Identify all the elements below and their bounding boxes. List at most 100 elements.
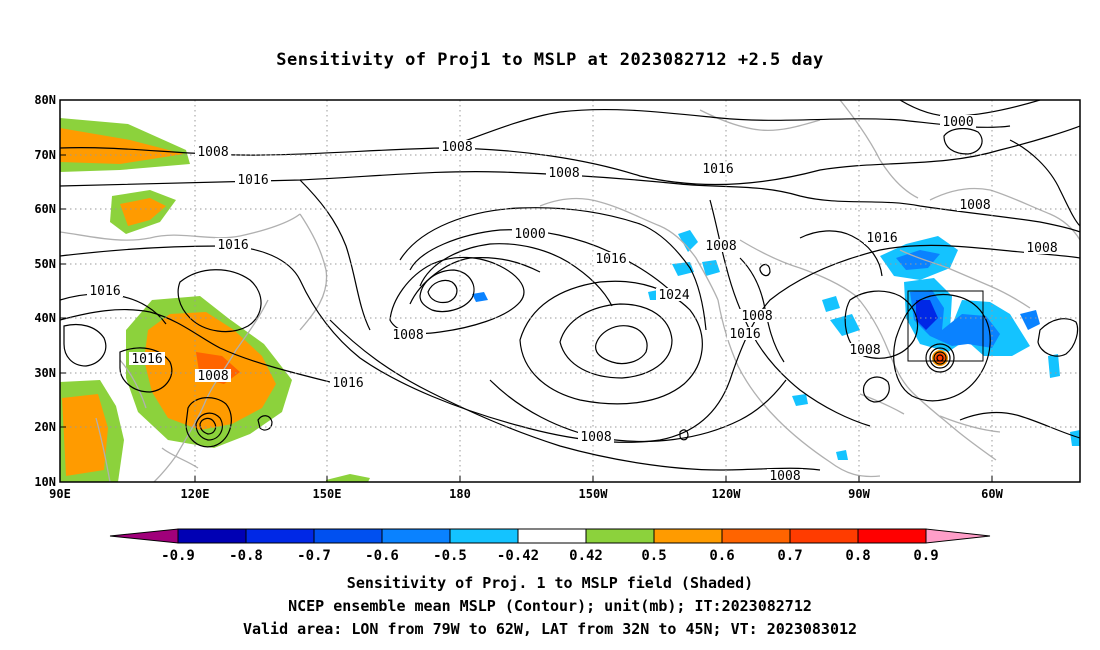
contour-label-bg	[1024, 241, 1060, 254]
colorbar-segment	[245, 528, 315, 544]
lat-label: 40N	[34, 311, 56, 325]
contour-label-bg	[195, 369, 231, 382]
gridlines	[60, 100, 1080, 482]
contour-label: 1008	[741, 309, 772, 324]
colorbar-segment	[585, 528, 655, 544]
lat-label: 20N	[34, 420, 56, 434]
colorbar-segment	[721, 528, 791, 544]
colorbar-label: -0.7	[297, 548, 331, 564]
colorbar-label: 0.42	[569, 548, 603, 564]
contour-label: 1016	[217, 238, 248, 253]
lat-label: 60N	[34, 202, 56, 216]
contour-label-bg	[593, 252, 629, 265]
contour-label: 1008	[705, 239, 736, 254]
lat-label: 70N	[34, 148, 56, 162]
caption-valid-area: Valid area: LON from 79W to 62W, LAT fro…	[242, 620, 858, 638]
caption-contour: NCEP ensemble mean MSLP (Contour); unit(…	[288, 597, 812, 615]
contour-label: 1016	[89, 284, 120, 299]
contour-label-bg	[330, 376, 366, 389]
colorbar-segment	[517, 528, 587, 544]
lon-label: 120W	[712, 487, 742, 501]
contour-label-bg	[656, 288, 692, 301]
lon-label: 150E	[313, 487, 342, 501]
contour-label: 1000	[942, 115, 973, 130]
lon-label: 150W	[579, 487, 609, 501]
contour-label: 1016	[729, 327, 760, 342]
map-title: Sensitivity of Proj1 to MSLP at 20230827…	[276, 50, 824, 70]
contour-label-bg	[767, 469, 803, 482]
lat-label: 30N	[34, 366, 56, 380]
contour-label: 1008	[548, 166, 579, 181]
contour-label-bg	[439, 140, 475, 153]
colorbar-label: -0.6	[365, 548, 399, 564]
contour-label: 1016	[332, 376, 363, 391]
valid-area-box	[907, 290, 984, 362]
contour-label-bg	[864, 231, 900, 244]
contour-label: 1008	[959, 198, 990, 213]
longitude-axis: 90E 120E 150E 180 150W 120W 90W 60W	[49, 476, 1004, 501]
contour-label-bg	[215, 238, 251, 251]
contour-label-bg	[390, 328, 426, 341]
map-frame	[59, 99, 1081, 483]
colorbar-segment	[381, 528, 451, 544]
lon-label: 60W	[981, 487, 1003, 501]
shaded-sensitivity	[60, 118, 1080, 482]
colorbar-label: 0.7	[777, 548, 802, 564]
contour-label-bg	[727, 327, 763, 340]
contour-label-bg	[512, 227, 548, 240]
contour-label-bg	[739, 309, 775, 322]
contour-label-bg	[700, 162, 736, 175]
contour-label: 1016	[237, 173, 268, 188]
lon-label: 180	[449, 487, 471, 501]
colorbar-segment	[653, 528, 723, 544]
contour-label-bg	[235, 173, 271, 186]
contour-label: 1008	[197, 145, 228, 160]
colorbar-left-arrow	[109, 528, 179, 544]
colorbar-right-arrow	[925, 528, 991, 544]
colorbar-segment	[789, 528, 859, 544]
contour-label: 1016	[702, 162, 733, 177]
contour-label-bg	[87, 284, 123, 297]
contour-label-bg	[703, 239, 739, 252]
colorbar-label: -0.42	[497, 548, 539, 564]
colorbar-label: 0.9	[913, 548, 938, 564]
lon-label: 120E	[181, 487, 210, 501]
contour-label-bg	[578, 430, 614, 443]
colorbar-label: 0.6	[709, 548, 734, 564]
colorbar-segment	[857, 528, 927, 544]
contour-label-bg	[847, 343, 883, 356]
colorbar-label: -0.5	[433, 548, 467, 564]
contour-label: 1008	[441, 140, 472, 155]
contour-label: 1008	[769, 469, 800, 484]
colorbar-label: -0.9	[161, 548, 195, 564]
contour-label: 1016	[131, 352, 162, 367]
contour-label: 1016	[595, 252, 626, 267]
colorbar-segment	[313, 528, 383, 544]
contour-label: 1008	[197, 369, 228, 384]
lat-label: 80N	[34, 93, 56, 107]
colorbar-label: 0.8	[845, 548, 870, 564]
caption-shaded: Sensitivity of Proj. 1 to MSLP field (Sh…	[346, 574, 754, 592]
colorbar-label: 0.5	[641, 548, 666, 564]
colorbar-segment	[177, 528, 247, 544]
colorbar-segment	[449, 528, 519, 544]
contour-label-bg	[546, 166, 582, 179]
lat-label: 10N	[34, 475, 56, 489]
lat-label: 50N	[34, 257, 56, 271]
colorbar: -0.9 -0.8 -0.7 -0.6 -0.5 -0.42 0.42 0.5 0.6 0.7 0.…	[109, 528, 991, 564]
contour-labels: 1008 1008 1016 1016 1016 1008 1016 1008 1016 1008…	[87, 115, 1060, 484]
contour-label-bg	[195, 145, 231, 158]
contour-label: 1024	[658, 288, 689, 303]
contour-label: 1008	[1026, 241, 1057, 256]
contour-label-bg	[940, 115, 976, 128]
lon-label: 90E	[49, 487, 71, 501]
contour-label: 1016	[866, 231, 897, 246]
lon-label: 90W	[848, 487, 870, 501]
contour-label: 1008	[580, 430, 611, 445]
colorbar-label: -0.8	[229, 548, 263, 564]
contour-label: 1000	[514, 227, 545, 242]
contour-label-bg	[957, 198, 993, 211]
contour-label: 1008	[849, 343, 880, 358]
latitude-axis: 80N 70N 60N 50N 40N 30N 20N 10N	[34, 93, 66, 489]
